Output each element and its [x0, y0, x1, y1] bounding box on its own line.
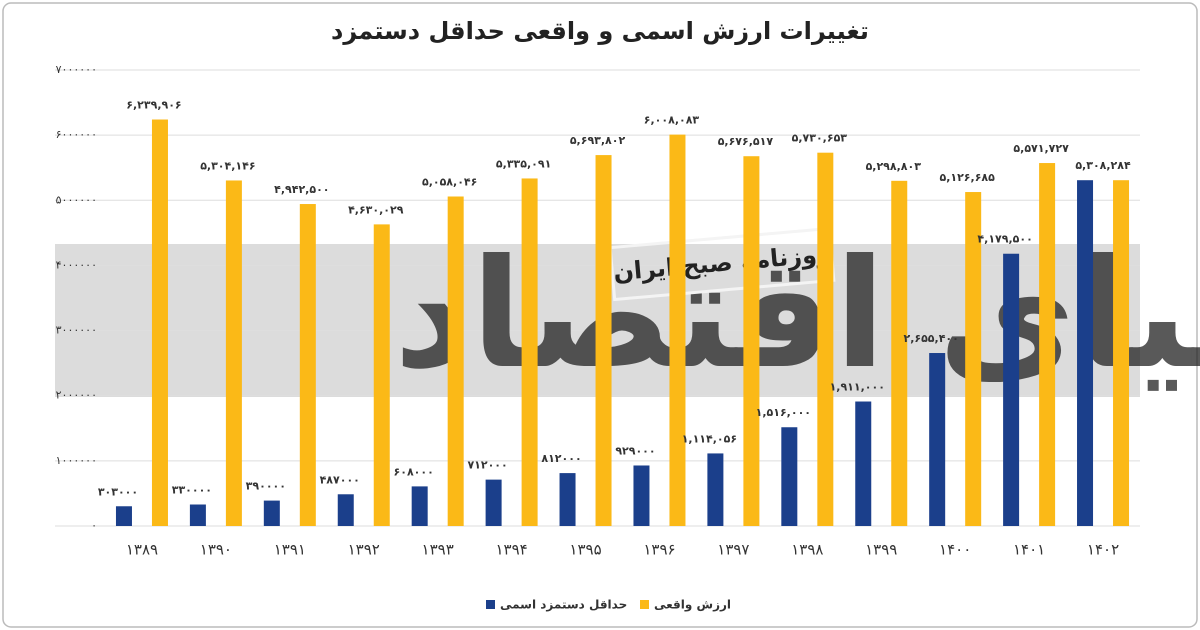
legend-label: حداقل دستمزد اسمی [500, 598, 627, 612]
y-tick-label: ۶۰۰۰۰۰۰ [56, 128, 97, 141]
y-tick-label: ۲۰۰۰۰۰۰ [56, 389, 97, 402]
value-label: ۶,۰۰۸,۰۸۳ [644, 114, 700, 127]
bar [115, 506, 132, 526]
x-tick-label: ۱۴۰۲ [1087, 541, 1119, 559]
x-tick-label: ۱۳۹۰ [200, 541, 232, 559]
bar [521, 178, 538, 527]
x-tick-label: ۱۴۰۱ [1013, 541, 1045, 559]
bar [965, 192, 982, 527]
value-label: ۵,۰۵۸,۰۴۶ [422, 176, 477, 189]
value-label: ۲,۶۵۵,۴۰۰ [903, 332, 958, 345]
bar [299, 204, 316, 526]
bar [559, 473, 576, 526]
y-tick-label: ۳۰۰۰۰۰۰ [56, 324, 97, 337]
value-label: ۵,۵۷۱,۷۲۷ [1013, 142, 1069, 155]
bar [485, 479, 502, 526]
y-tick-label: ۷۰۰۰۰۰۰ [56, 63, 97, 76]
value-label: ۸۱۲۰۰۰ [541, 452, 581, 465]
value-label: ۴,۱۷۹,۵۰۰ [977, 233, 1032, 246]
bar [633, 465, 650, 526]
bar [891, 180, 908, 526]
bar [189, 504, 206, 526]
bar [151, 119, 168, 526]
x-tick-label: ۱۳۹۵ [569, 541, 601, 559]
bar [373, 224, 390, 526]
x-tick-label: ۱۳۹۷ [717, 541, 749, 559]
bar [929, 353, 946, 526]
value-label: ۵,۶۷۶,۵۱۷ [718, 135, 774, 148]
value-label: ۳۰۳۰۰۰ [98, 485, 138, 498]
chart-title: تغییرات ارزش اسمی و واقعی حداقل دستمزد [331, 17, 869, 45]
bar [855, 401, 872, 526]
value-label: ۶۰۸۰۰۰ [394, 465, 434, 478]
x-tick-label: ۱۳۸۹ [126, 541, 158, 559]
legend-swatch [640, 600, 649, 609]
bar [411, 486, 428, 526]
bar [743, 156, 760, 527]
bar [707, 453, 724, 526]
legend-swatch [486, 600, 495, 609]
value-label: ۵,۷۳۰,۶۵۳ [792, 132, 848, 145]
bar [263, 500, 280, 526]
x-tick-label: ۱۳۹۲ [348, 541, 380, 559]
value-label: ۳۳۰۰۰۰ [172, 484, 212, 497]
x-tick-label: ۱۴۰۰ [939, 541, 971, 559]
x-tick-label: ۱۳۹۱ [274, 541, 306, 559]
value-label: ۱,۵۱۶,۰۰۰ [756, 406, 811, 419]
value-label: ۵,۲۹۸,۸۰۳ [866, 160, 922, 173]
y-tick-label: ۱۰۰۰۰۰۰ [56, 454, 97, 467]
legend-label: ارزش واقعی [654, 598, 731, 613]
y-tick-label: ۰ [91, 519, 97, 532]
x-tick-label: ۱۳۹۹ [865, 541, 897, 559]
x-tick-label: ۱۳۹۳ [422, 541, 454, 559]
value-label: ۱,۱۱۴,۰۵۶ [682, 432, 737, 445]
bar [595, 155, 612, 526]
y-tick-label: ۵۰۰۰۰۰۰ [56, 193, 97, 206]
bar [669, 134, 686, 526]
value-label: ۷۱۲۰۰۰ [467, 459, 507, 472]
value-label: ۴۸۷۰۰۰ [320, 473, 360, 486]
value-label: ۴,۹۴۲,۵۰۰ [274, 183, 329, 196]
bar [817, 152, 834, 526]
value-label: ۵,۳۰۸,۲۸۴ [1075, 159, 1131, 172]
bar [1003, 253, 1020, 527]
bar [1113, 180, 1130, 526]
value-label: ۶,۲۳۹,۹۰۶ [126, 99, 181, 112]
bar [1077, 180, 1094, 526]
value-label: ۵,۱۲۶,۶۸۵ [939, 171, 995, 184]
bar [447, 196, 464, 526]
value-label: ۴,۶۳۰,۰۲۹ [348, 203, 404, 216]
value-label: ۵,۳۳۵,۰۹۱ [496, 157, 551, 170]
value-label: ۵,۳۰۴,۱۴۶ [200, 159, 255, 172]
value-label: ۹۲۹۰۰۰ [615, 444, 655, 457]
value-label: ۱,۹۱۱,۰۰۰ [830, 381, 885, 394]
x-tick-label: ۱۳۹۸ [791, 541, 823, 559]
x-tick-label: ۱۳۹۴ [495, 541, 527, 559]
y-tick-label: ۴۰۰۰۰۰۰ [56, 258, 97, 271]
bar [781, 427, 798, 526]
bar [337, 494, 354, 526]
bar [1039, 163, 1056, 526]
x-tick-label: ۱۳۹۶ [643, 541, 675, 559]
value-label: ۵,۶۹۳,۸۰۲ [570, 134, 626, 147]
bar [225, 180, 242, 526]
value-label: ۳۹۰۰۰۰ [246, 480, 286, 493]
